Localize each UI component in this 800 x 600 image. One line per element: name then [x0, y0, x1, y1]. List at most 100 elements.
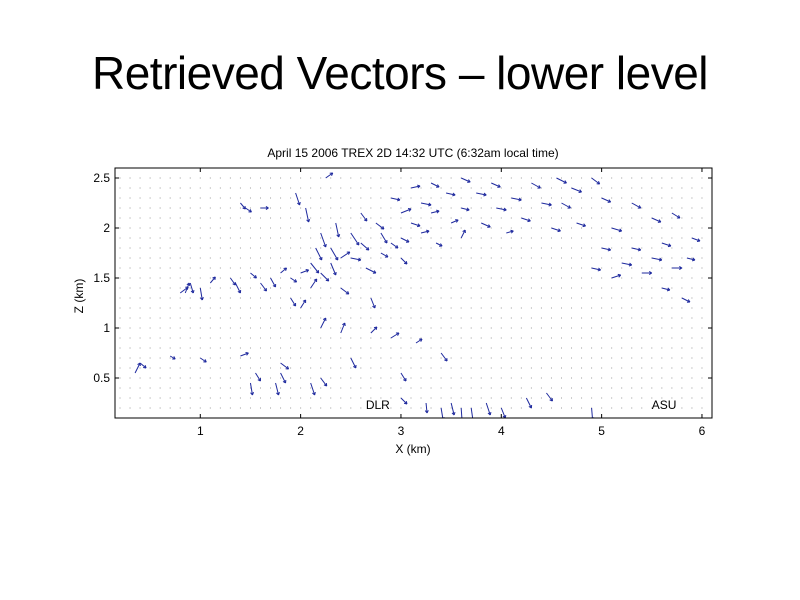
- grid-dot: [581, 277, 583, 279]
- grid-dot: [510, 247, 512, 249]
- grid-dot: [300, 267, 302, 269]
- grid-dot: [199, 257, 201, 259]
- grid-dot: [169, 307, 171, 309]
- grid-dot: [370, 187, 372, 189]
- wind-vector: [631, 247, 642, 252]
- grid-dot: [189, 397, 191, 399]
- grid-dot: [390, 397, 392, 399]
- grid-dot: [119, 207, 121, 209]
- wind-vector: [460, 177, 471, 183]
- wind-vector: [390, 242, 399, 249]
- grid-dot: [510, 317, 512, 319]
- grid-dot: [701, 257, 703, 259]
- grid-dot: [129, 297, 131, 299]
- grid-dot: [450, 277, 452, 279]
- grid-dot: [500, 187, 502, 189]
- grid-dot: [390, 177, 392, 179]
- grid-dot: [500, 387, 502, 389]
- wind-vector: [561, 202, 571, 209]
- grid-dot: [470, 177, 472, 179]
- grid-dot: [420, 187, 422, 189]
- grid-dot: [179, 347, 181, 349]
- grid-dot: [550, 197, 552, 199]
- grid-dot: [681, 247, 683, 249]
- grid-dot: [330, 317, 332, 319]
- grid-dot: [209, 377, 211, 379]
- grid-dot: [139, 397, 141, 399]
- grid-dot: [560, 297, 562, 299]
- wind-vector: [315, 247, 323, 261]
- grid-dot: [380, 357, 382, 359]
- wind-vector: [380, 252, 389, 258]
- grid-dot: [270, 257, 272, 259]
- grid-dot: [661, 357, 663, 359]
- grid-dot: [410, 277, 412, 279]
- grid-dot: [631, 217, 633, 219]
- x-tick-label: 6: [699, 424, 706, 438]
- grid-dot: [591, 357, 593, 359]
- grid-dot: [189, 207, 191, 209]
- grid-dot: [681, 377, 683, 379]
- grid-dot: [550, 247, 552, 249]
- grid-dot: [611, 177, 613, 179]
- grid-dot: [631, 387, 633, 389]
- grid-dot: [300, 247, 302, 249]
- grid-dot: [219, 287, 221, 289]
- grid-dot: [581, 237, 583, 239]
- grid-dot: [189, 357, 191, 359]
- grid-dot: [159, 287, 161, 289]
- grid-dot: [490, 257, 492, 259]
- wind-vector: [506, 229, 514, 234]
- grid-dot: [530, 287, 532, 289]
- grid-dot: [701, 297, 703, 299]
- grid-dot: [490, 307, 492, 309]
- grid-dot: [360, 287, 362, 289]
- grid-dot: [621, 217, 623, 219]
- grid-dot: [581, 257, 583, 259]
- grid-dot: [400, 177, 402, 179]
- grid-dot: [631, 297, 633, 299]
- grid-dot: [400, 327, 402, 329]
- wind-vector: [511, 197, 522, 202]
- grid-dot: [179, 407, 181, 409]
- grid-dot: [179, 397, 181, 399]
- grid-dot: [540, 407, 542, 409]
- grid-dot: [520, 357, 522, 359]
- grid-dot: [119, 367, 121, 369]
- grid-dot: [671, 257, 673, 259]
- grid-dot: [179, 267, 181, 269]
- grid-dot: [450, 267, 452, 269]
- grid-dot: [169, 297, 171, 299]
- grid-dot: [420, 287, 422, 289]
- grid-dot: [530, 387, 532, 389]
- grid-dot: [661, 377, 663, 379]
- grid-dot: [199, 277, 201, 279]
- grid-dot: [310, 307, 312, 309]
- grid-dot: [691, 347, 693, 349]
- grid-dot: [350, 337, 352, 339]
- grid-dot: [149, 357, 151, 359]
- grid-dot: [239, 257, 241, 259]
- grid-dot: [520, 257, 522, 259]
- grid-dot: [581, 347, 583, 349]
- grid-dot: [621, 267, 623, 269]
- grid-dot: [239, 197, 241, 199]
- grid-dot: [530, 187, 532, 189]
- grid-dot: [390, 327, 392, 329]
- grid-dot: [460, 307, 462, 309]
- wind-vector: [556, 177, 567, 184]
- grid-dot: [229, 377, 231, 379]
- grid-dot: [470, 267, 472, 269]
- grid-dot: [550, 367, 552, 369]
- grid-dot: [420, 317, 422, 319]
- grid-dot: [410, 407, 412, 409]
- grid-dot: [219, 317, 221, 319]
- grid-dot: [179, 327, 181, 329]
- grid-dot: [360, 177, 362, 179]
- grid-dot: [320, 297, 322, 299]
- grid-dot: [380, 337, 382, 339]
- grid-dot: [530, 337, 532, 339]
- grid-dot: [550, 407, 552, 409]
- grid-dot: [129, 377, 131, 379]
- grid-dot: [209, 327, 211, 329]
